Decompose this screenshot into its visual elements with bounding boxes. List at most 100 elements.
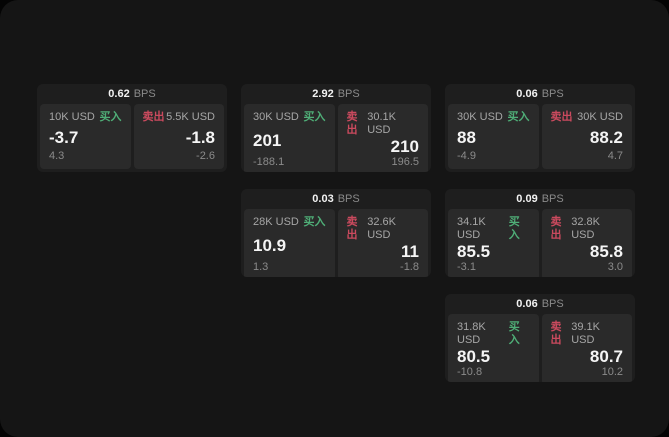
sell-panel-top-row: 卖出 5.5K USD bbox=[143, 111, 216, 124]
buy-panel-top-row: 30K USD 买入 bbox=[253, 111, 326, 124]
buy-price: 85.5 bbox=[457, 242, 491, 261]
bps-value: 0.03 bbox=[312, 193, 334, 205]
buy-side-label: 买入 bbox=[508, 321, 520, 346]
bps-value: 0.06 bbox=[516, 88, 538, 100]
buy-quote-panel[interactable]: 30K USD 买入 201 -188.1 bbox=[244, 104, 335, 172]
buy-delta: 1.3 bbox=[253, 261, 269, 273]
sell-side-label: 卖出 bbox=[550, 216, 562, 241]
bps-spread-header: 0.09 BPS bbox=[445, 189, 635, 209]
buy-panel-top-row: 31.8K USD 买入 bbox=[457, 321, 530, 347]
buy-quote-panel[interactable]: 30K USD 买入 88 -4.9 bbox=[448, 104, 539, 169]
bps-value: 0.06 bbox=[516, 298, 538, 310]
spread-card: 0.09 BPS 34.1K USD 买入 85.5 -3.1 卖出 bbox=[445, 189, 635, 277]
buy-panel-top-row: 34.1K USD 买入 bbox=[457, 216, 530, 242]
bps-unit-label: BPS bbox=[541, 88, 564, 100]
buy-amount: 34.1K USD bbox=[457, 216, 486, 241]
buy-price: 80.5 bbox=[457, 347, 491, 366]
sell-side-label: 卖出 bbox=[550, 321, 562, 346]
quote-body: 30K USD 买入 88 -4.9 卖出 30K USD 88.2 4.7 bbox=[445, 104, 635, 172]
buy-panel-top-row: 28K USD 买入 bbox=[253, 216, 326, 229]
buy-delta: -4.9 bbox=[457, 150, 476, 162]
sell-quote-panel[interactable]: 卖出 32.6K USD 11 -1.8 bbox=[337, 209, 428, 277]
buy-side-label: 买入 bbox=[303, 111, 326, 123]
spread-card: 0.62 BPS 10K USD 买入 -3.7 4.3 卖出 bbox=[37, 84, 227, 172]
sell-amount: 30K USD bbox=[577, 111, 623, 123]
buy-amount: 30K USD bbox=[457, 111, 503, 123]
sell-price: 210 bbox=[390, 137, 419, 156]
sell-quote-panel[interactable]: 卖出 32.8K USD 85.8 3.0 bbox=[541, 209, 632, 277]
sell-delta: -2.6 bbox=[196, 150, 215, 162]
sell-side-label: 卖出 bbox=[550, 111, 573, 123]
buy-amount: 31.8K USD bbox=[457, 321, 486, 346]
buy-quote-panel[interactable]: 31.8K USD 买入 80.5 -10.8 bbox=[448, 314, 539, 382]
bps-unit-label: BPS bbox=[541, 193, 564, 205]
spread-card: 0.06 BPS 30K USD 买入 88 -4.9 卖出 bbox=[445, 84, 635, 172]
buy-delta: -10.8 bbox=[457, 366, 483, 378]
spread-card: 0.06 BPS 31.8K USD 买入 80.5 -10.8 卖 bbox=[445, 294, 635, 382]
bps-value: 0.62 bbox=[108, 88, 130, 100]
sell-panel-top-row: 卖出 30K USD bbox=[551, 111, 624, 124]
buy-price: -3.7 bbox=[49, 127, 79, 147]
quote-body: 30K USD 买入 201 -188.1 卖出 30.1K USD 210 1… bbox=[241, 104, 431, 172]
quote-body: 31.8K USD 买入 80.5 -10.8 卖出 39.1K USD 80.… bbox=[445, 314, 635, 382]
sell-delta: 10.2 bbox=[601, 366, 623, 378]
bps-spread-header: 0.06 BPS bbox=[445, 294, 635, 314]
quote-body: 28K USD 买入 10.9 1.3 卖出 32.6K USD 11 -1.8 bbox=[241, 209, 431, 277]
bps-value: 0.09 bbox=[516, 193, 538, 205]
sell-price: 85.8 bbox=[589, 242, 623, 261]
sell-delta: 3.0 bbox=[607, 261, 623, 273]
sell-price: 80.7 bbox=[589, 347, 623, 366]
sell-side-label: 卖出 bbox=[142, 111, 165, 123]
buy-price: 88 bbox=[457, 127, 476, 147]
buy-delta: 4.3 bbox=[49, 150, 65, 162]
sell-quote-panel[interactable]: 卖出 30K USD 88.2 4.7 bbox=[541, 104, 632, 169]
spread-card: 0.03 BPS 28K USD 买入 10.9 1.3 卖出 bbox=[241, 189, 431, 277]
buy-side-label: 买入 bbox=[99, 111, 122, 123]
bps-value: 2.92 bbox=[312, 88, 334, 100]
sell-quote-panel[interactable]: 卖出 39.1K USD 80.7 10.2 bbox=[541, 314, 632, 382]
bps-spread-header: 2.92 BPS bbox=[241, 84, 431, 104]
buy-side-label: 买入 bbox=[507, 111, 530, 123]
quote-body: 34.1K USD 买入 85.5 -3.1 卖出 32.8K USD 85.8… bbox=[445, 209, 635, 277]
buy-panel-top-row: 30K USD 买入 bbox=[457, 111, 530, 124]
buy-side-label: 买入 bbox=[303, 216, 326, 228]
sell-side-label: 卖出 bbox=[346, 216, 358, 241]
buy-panel-top-row: 10K USD 买入 bbox=[49, 111, 122, 124]
sell-quote-panel[interactable]: 卖出 5.5K USD -1.8 -2.6 bbox=[133, 104, 224, 169]
sell-price: 88.2 bbox=[589, 127, 623, 147]
sell-panel-top-row: 卖出 30.1K USD bbox=[347, 111, 420, 137]
sell-amount: 32.6K USD bbox=[367, 216, 396, 241]
sell-amount: 39.1K USD bbox=[571, 321, 600, 346]
quote-cards-grid: 0.62 BPS 10K USD 买入 -3.7 4.3 卖出 bbox=[37, 84, 635, 382]
spread-card: 2.92 BPS 30K USD 买入 201 -188.1 卖出 bbox=[241, 84, 431, 172]
bps-spread-header: 0.03 BPS bbox=[241, 189, 431, 209]
sell-delta: 196.5 bbox=[391, 156, 419, 168]
buy-quote-panel[interactable]: 28K USD 买入 10.9 1.3 bbox=[244, 209, 335, 277]
sell-delta: -1.8 bbox=[400, 261, 419, 273]
sell-price: 11 bbox=[401, 242, 419, 261]
buy-price: 201 bbox=[253, 130, 282, 150]
bps-spread-header: 0.06 BPS bbox=[445, 84, 635, 104]
sell-panel-top-row: 卖出 32.8K USD bbox=[551, 216, 624, 242]
quote-body: 10K USD 买入 -3.7 4.3 卖出 5.5K USD -1.8 -2.… bbox=[37, 104, 227, 172]
buy-price: 10.9 bbox=[253, 235, 287, 255]
bps-unit-label: BPS bbox=[337, 193, 360, 205]
buy-amount: 10K USD bbox=[49, 111, 95, 123]
buy-quote-panel[interactable]: 10K USD 买入 -3.7 4.3 bbox=[40, 104, 131, 169]
sell-quote-panel[interactable]: 卖出 30.1K USD 210 196.5 bbox=[337, 104, 428, 172]
sell-panel-top-row: 卖出 39.1K USD bbox=[551, 321, 624, 347]
sell-side-label: 卖出 bbox=[346, 111, 358, 136]
sell-panel-top-row: 卖出 32.6K USD bbox=[347, 216, 420, 242]
buy-side-label: 买入 bbox=[508, 216, 520, 241]
buy-amount: 30K USD bbox=[253, 111, 299, 123]
sell-delta: 4.7 bbox=[607, 150, 623, 162]
sell-amount: 32.8K USD bbox=[571, 216, 600, 241]
bps-spread-header: 0.62 BPS bbox=[37, 84, 227, 104]
sell-price: -1.8 bbox=[185, 127, 215, 147]
sell-amount: 5.5K USD bbox=[166, 111, 215, 123]
buy-amount: 28K USD bbox=[253, 216, 299, 228]
bps-unit-label: BPS bbox=[541, 298, 564, 310]
buy-quote-panel[interactable]: 34.1K USD 买入 85.5 -3.1 bbox=[448, 209, 539, 277]
